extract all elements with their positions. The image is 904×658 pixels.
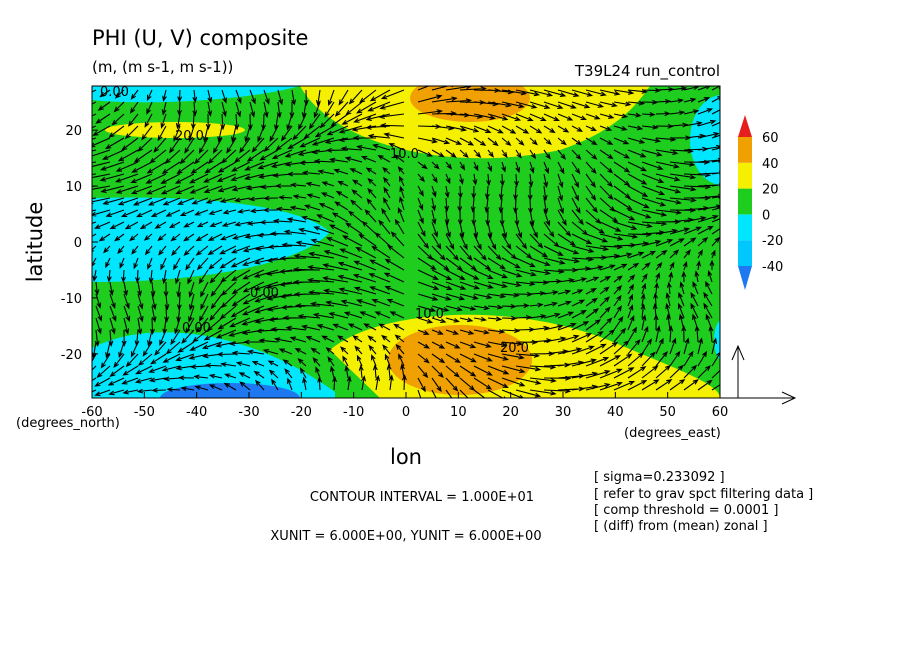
info-line: [ sigma=0.233092 ]: [594, 470, 725, 485]
x-tick-label: -60: [81, 405, 102, 420]
y-tick-label: 10: [65, 180, 82, 195]
reference-vector: [720, 344, 797, 405]
contour-label: 20.0: [500, 341, 529, 356]
info-line: [ comp threshold = 0.0001 ]: [594, 503, 778, 518]
x-tick-label: -50: [134, 405, 155, 420]
x-tick-label: 10: [450, 405, 467, 420]
colorbar-label: 40: [762, 157, 779, 172]
y-tick-label: -20: [61, 348, 82, 363]
x-unit-label: (degrees_east): [624, 426, 721, 441]
y-unit-label: (degrees_north): [16, 416, 120, 431]
y-axis-label: latitude: [23, 202, 47, 283]
colorbar-bin: [738, 240, 752, 266]
wind-vectors: [92, 86, 720, 398]
colorbar-extend: [738, 115, 752, 137]
contour-label: 0.00: [100, 85, 129, 100]
info-line: [ (diff) from (mean) zonal ]: [594, 519, 768, 534]
contour-fill: [92, 86, 720, 398]
contour-label: 20.0: [175, 129, 204, 144]
colorbar-label: -20: [762, 234, 783, 249]
x-tick-label: 30: [555, 405, 572, 420]
y-tick-label: -10: [61, 292, 82, 307]
colorbar-extend: [738, 266, 752, 290]
colorbar-label: 20: [762, 183, 779, 198]
x-tick-label: -40: [186, 405, 207, 420]
colorbar-bin: [738, 162, 752, 189]
colorbar-bin: [738, 214, 752, 241]
x-tick-label: 20: [502, 405, 519, 420]
wind-vector: [92, 86, 720, 398]
colorbar-label: 0: [762, 208, 770, 223]
contour-label: 10.0: [390, 147, 419, 162]
contour-label: 0.00: [250, 286, 279, 301]
contour-label: 10.0: [415, 307, 444, 322]
y-tick-label: 20: [65, 124, 82, 139]
chart-title: PHI (U, V) composite: [92, 26, 308, 50]
x-tick-label: -10: [343, 405, 364, 420]
colorbar-bin: [738, 188, 752, 215]
x-tick-label: 40: [607, 405, 624, 420]
colorbar-bin: [738, 137, 752, 163]
y-tick-label: 0: [74, 236, 82, 251]
chart-subtitle: (m, (m s-1, m s-1)): [92, 58, 233, 76]
x-tick-label: -20: [291, 405, 312, 420]
note: XUNIT = 6.000E+00, YUNIT = 6.000E+00: [270, 529, 541, 544]
x-tick-label: 50: [659, 405, 676, 420]
info-line: [ refer to grav spct filtering data ]: [594, 487, 813, 502]
colorbar-label: 60: [762, 131, 779, 146]
run-label: T39L24 run_control: [574, 62, 720, 81]
x-tick-label: 60: [712, 405, 729, 420]
x-tick-label: -30: [238, 405, 259, 420]
colorbar-label: -40: [762, 260, 783, 275]
note: CONTOUR INTERVAL = 1.000E+01: [310, 490, 534, 505]
x-axis-label: lon: [390, 445, 422, 469]
x-tick-label: 0: [402, 405, 410, 420]
contour-label: 0.00: [182, 321, 211, 336]
